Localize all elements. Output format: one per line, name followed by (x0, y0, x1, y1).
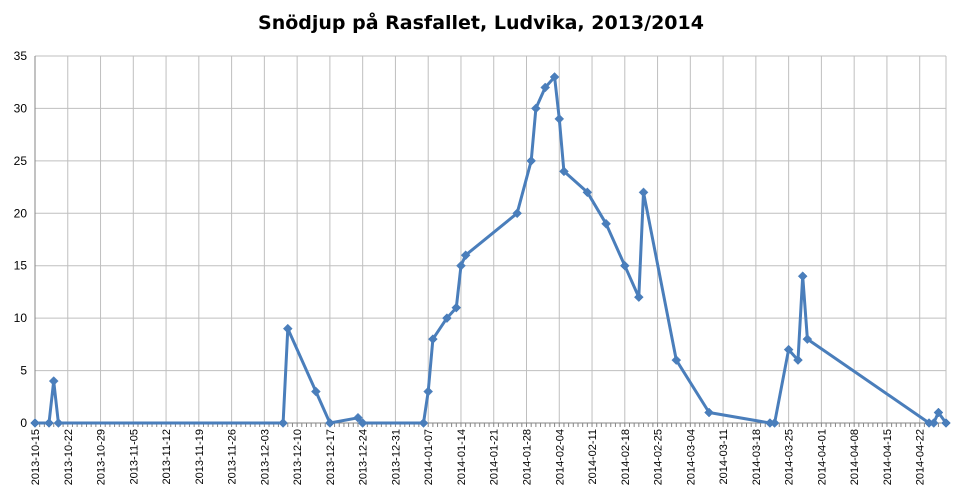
data-point (53, 418, 64, 428)
chart-title: Snödjup på Rasfallet, Ludvika, 2013/2014 (258, 12, 704, 34)
x-tick-label: 2013-11-05 (128, 429, 140, 484)
x-tick-label: 2014-02-25 (653, 429, 665, 485)
data-point (783, 344, 794, 355)
data-point (325, 418, 335, 428)
data-point (797, 271, 808, 282)
data-point (311, 386, 321, 397)
x-tick-label: 2014-04-15 (882, 429, 894, 485)
y-tick-label: 35 (14, 49, 28, 63)
series-line (35, 75, 948, 425)
data-point (769, 418, 780, 428)
y-tick-label: 20 (14, 206, 28, 220)
y-tick-label: 30 (14, 101, 28, 115)
data-point (526, 156, 537, 166)
x-tick-label: 2014-01-07 (423, 429, 435, 485)
x-tick-label: 2013-12-17 (325, 429, 337, 485)
y-tick-label: 25 (14, 154, 28, 168)
x-tick-label: 2013-10-15 (30, 429, 42, 485)
x-tick-label: 2013-11-19 (194, 429, 206, 484)
data-point (460, 250, 471, 261)
x-tick-label: 2014-03-25 (784, 429, 796, 485)
data-point (601, 218, 611, 229)
data-point (559, 166, 569, 177)
x-tick-label: 2014-02-04 (554, 429, 566, 485)
x-tick-label: 2014-02-11 (587, 429, 599, 484)
data-point (793, 355, 803, 365)
y-tick-label: 10 (14, 311, 28, 325)
data-point (619, 260, 630, 271)
data-point (554, 114, 565, 124)
x-tick-label: 2014-04-22 (915, 429, 927, 485)
x-tick-label: 2013-10-22 (63, 429, 75, 485)
data-point (423, 386, 434, 397)
data-point (633, 292, 644, 303)
data-point (282, 323, 293, 334)
data-point (582, 187, 593, 198)
x-tick-label: 2014-01-28 (522, 429, 534, 485)
data-point (451, 302, 462, 313)
x-tick-label: 2013-12-31 (390, 429, 402, 485)
data-point (512, 208, 522, 219)
data-point (638, 187, 649, 198)
data-point (531, 103, 541, 114)
data-point (48, 376, 59, 386)
x-tick-label: 2013-12-24 (358, 429, 370, 485)
x-tick-label: 2014-01-14 (456, 429, 468, 485)
data-point (802, 334, 813, 344)
x-tick-label: 2014-04-08 (849, 429, 861, 485)
data-point (704, 407, 714, 418)
x-tick-label: 2014-03-18 (751, 429, 763, 485)
data-point (442, 313, 452, 323)
x-tick-label: 2014-02-18 (620, 429, 632, 485)
y-tick-label: 5 (20, 364, 27, 378)
x-tick-label: 2013-10-29 (96, 429, 108, 485)
data-point (456, 260, 466, 271)
data-point (353, 412, 363, 423)
data-point (549, 72, 560, 82)
data-point (540, 82, 551, 93)
x-tick-label: 2014-01-21 (489, 429, 501, 485)
data-point (671, 355, 682, 365)
y-tick-label: 15 (14, 259, 28, 273)
x-tick-label: 2013-11-26 (227, 429, 239, 484)
x-tick-label: 2013-11-12 (161, 429, 173, 484)
x-tick-label: 2014-03-11 (718, 429, 730, 484)
data-point (933, 407, 944, 418)
y-tick-label: 0 (20, 416, 27, 430)
data-point (278, 418, 288, 428)
x-tick-label: 2013-12-03 (259, 429, 271, 485)
x-tick-label: 2014-04-01 (816, 429, 828, 485)
x-tick-label: 2013-12-10 (292, 429, 304, 485)
data-point (357, 418, 368, 428)
data-point (30, 418, 40, 428)
data-point (44, 418, 54, 428)
x-tick-label: 2014-03-04 (685, 429, 697, 485)
data-point (941, 418, 951, 428)
data-point (418, 418, 429, 428)
data-point (428, 334, 438, 344)
data-point (928, 418, 939, 428)
